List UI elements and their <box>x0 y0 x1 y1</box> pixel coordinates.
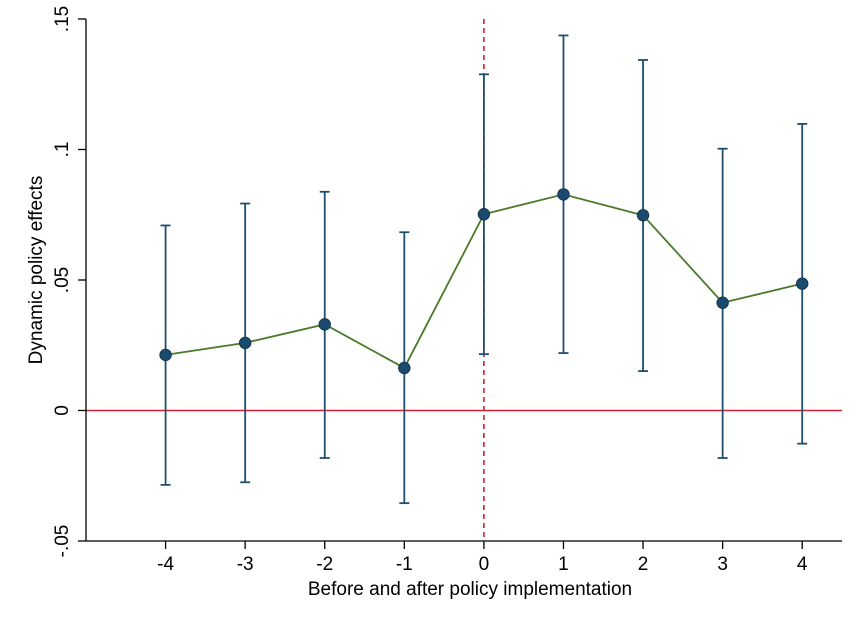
x-tick-label: 4 <box>797 554 808 575</box>
y-tick-label: 0 <box>52 405 73 416</box>
x-tick-label: -2 <box>316 554 333 575</box>
axes: .15 .1 .05 0 -.05 -4 -3 -2 -1 0 1 2 3 4 <box>52 6 842 575</box>
plot-area <box>86 19 842 541</box>
x-tick-label: -4 <box>157 554 174 575</box>
y-axis-title: Dynamic policy effects <box>26 176 47 365</box>
x-tick-label: 0 <box>479 554 490 575</box>
data-point <box>557 188 570 201</box>
reference-lines <box>86 19 842 541</box>
y-tick-label: .1 <box>52 142 73 158</box>
y-axis-ticks: .15 .1 .05 0 -.05 <box>52 6 86 558</box>
data-point <box>159 348 172 362</box>
data-point <box>398 361 411 375</box>
x-axis-ticks: -4 -3 -2 -1 0 1 2 3 4 <box>157 541 808 575</box>
y-tick-label: .15 <box>52 6 73 32</box>
x-tick-label: -1 <box>396 554 413 575</box>
data-point <box>636 209 650 222</box>
x-tick-label: -3 <box>237 554 254 575</box>
x-tick-label: 3 <box>717 554 728 575</box>
data-point <box>238 336 252 350</box>
x-tick-label: 1 <box>558 554 569 575</box>
x-tick-label: 2 <box>638 554 649 575</box>
data-point <box>318 318 331 331</box>
error-bars <box>160 34 808 505</box>
data-point <box>716 296 729 309</box>
data-point <box>796 277 809 290</box>
x-axis-title: Before and after policy implementation <box>308 579 632 600</box>
series-layer <box>159 188 809 375</box>
y-tick-label: -.05 <box>52 525 73 558</box>
y-tick-label: .05 <box>52 267 73 293</box>
data-point <box>477 208 491 221</box>
